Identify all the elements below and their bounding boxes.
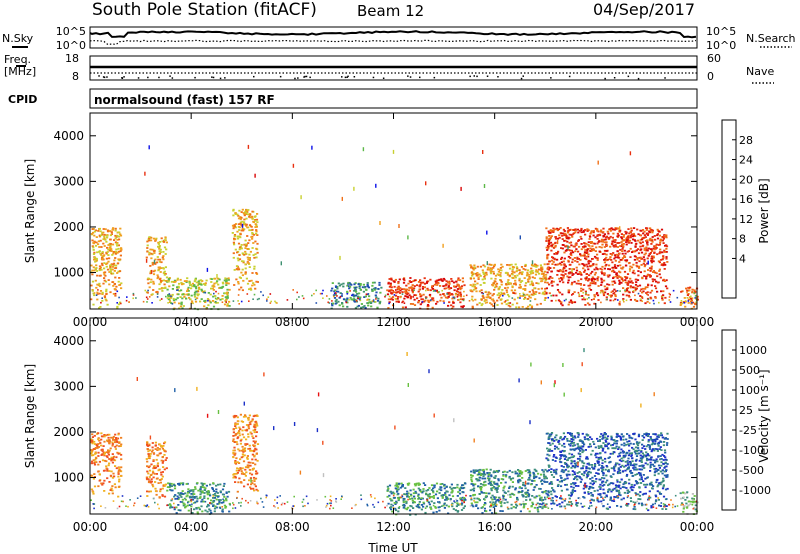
nave-label: Nave <box>746 65 774 78</box>
echo-region <box>545 432 669 512</box>
nsky-right-tick-top: 10^5 <box>706 25 736 38</box>
power-colorbar-label: Power [dB] <box>757 178 771 243</box>
x-tick-label: 00:00 <box>680 520 715 534</box>
velocity-colorbar: 1000 500 100 25 -25 -100 -500 -1000 <box>721 329 771 511</box>
nsky-tick-top: 10^5 <box>56 25 86 38</box>
power-data <box>90 144 699 311</box>
echo-region <box>166 277 231 311</box>
nsearch-label: N.Search <box>746 32 796 45</box>
colorbar-tick-label: 25 <box>739 404 753 417</box>
echo-region <box>386 482 467 516</box>
echo-region <box>231 208 259 292</box>
echo-region <box>386 277 466 310</box>
nsky-tick-bottom: 10^0 <box>56 39 86 52</box>
echo-region <box>232 413 260 493</box>
date-label: 04/Sep/2017 <box>593 0 695 19</box>
echo-region <box>545 227 669 307</box>
station-title: South Pole Station (fitACF) <box>92 0 317 20</box>
y-tick-label: 1000 <box>53 266 84 280</box>
nsky-right-tick-bottom: 10^0 <box>706 39 736 52</box>
cpid-panel: CPID normalsound (fast) 157 RF <box>8 88 698 109</box>
freq-tick-bottom: 8 <box>72 70 79 83</box>
colorbar-tick-label: -100 <box>739 444 764 457</box>
echo-region <box>330 281 383 310</box>
velocity-colorbar-label: Velocity [m s⁻¹] <box>757 369 771 462</box>
power-colorbar: 28 24 20 16 12 8 4 <box>721 119 753 299</box>
cpid-label: CPID <box>8 93 37 106</box>
cpid-text: normalsound (fast) 157 RF <box>94 93 275 107</box>
x-tick-label: 20:00 <box>579 520 614 534</box>
echo-region <box>469 263 548 310</box>
nsky-label: N.Sky <box>2 32 34 45</box>
velocity-data <box>90 348 699 516</box>
nave-tick-bottom: 0 <box>707 70 714 83</box>
x-tick-label: 00:00 <box>73 520 108 534</box>
nave-tick-top: 60 <box>707 52 721 65</box>
colorbar-tick-label: -25 <box>739 424 757 437</box>
power-ylabel: Slant Range [km] <box>23 159 37 263</box>
colorbar-tick-label: 4 <box>739 252 746 265</box>
colorbar-tick-label: 16 <box>739 193 753 206</box>
freq-unit-label: [MHz] <box>4 65 36 78</box>
colorbar-tick-label: 1000 <box>739 344 767 357</box>
x-tick-label: 08:00 <box>275 520 310 534</box>
colorbar-tick-label: 24 <box>739 154 753 167</box>
echo-region <box>145 236 169 296</box>
x-tick-label: 04:00 <box>174 520 209 534</box>
echo-region <box>90 432 123 498</box>
freq-tick-top: 18 <box>65 52 79 65</box>
echo-region <box>166 482 231 515</box>
colorbar-tick-label: 500 <box>739 364 760 377</box>
echo-region <box>469 468 548 515</box>
freq-panel: Freq. [MHz] 18 8 60 0 Nave <box>4 52 774 84</box>
time-axis-label: Time UT <box>367 541 418 554</box>
echo-region <box>679 491 699 515</box>
colorbar-tick-label: 8 <box>739 233 746 246</box>
y-tick-label: 3000 <box>53 379 84 393</box>
nsearch-trace <box>89 39 697 46</box>
nsky-panel: N.Sky 10^5 10^0 10^5 10^0 N.Search <box>2 25 796 52</box>
scatter-echoes <box>90 348 698 510</box>
beam-label: Beam 12 <box>357 2 424 20</box>
nsky-trace <box>89 30 697 39</box>
colorbar-tick-label: 12 <box>739 213 753 226</box>
velocity-ylabel: Slant Range [km] <box>23 364 37 468</box>
y-tick-label: 2000 <box>53 220 84 234</box>
echo-region <box>90 227 123 310</box>
echo-region <box>679 286 699 310</box>
y-tick-label: 2000 <box>53 425 84 439</box>
colorbar-tick-label: -500 <box>739 464 764 477</box>
y-tick-label: 4000 <box>53 334 84 348</box>
colorbar-tick-label: 28 <box>739 134 753 147</box>
y-tick-label: 4000 <box>53 129 84 143</box>
colorbar-tick-label: -1000 <box>739 484 771 497</box>
freq-label: Freq. <box>4 53 31 66</box>
y-tick-label: 1000 <box>53 471 84 485</box>
y-tick-label: 3000 <box>53 174 84 188</box>
scatter-echoes <box>93 144 698 305</box>
echo-region <box>145 441 168 499</box>
colorbar-tick-label: 20 <box>739 173 753 186</box>
x-tick-label: 12:00 <box>376 520 411 534</box>
colorbar-tick-label: 100 <box>739 384 760 397</box>
x-tick-label: 16:00 <box>477 520 512 534</box>
velocity-panel: Slant Range [km] 4000 3000 2000 1000 00:00 0… <box>23 317 715 554</box>
